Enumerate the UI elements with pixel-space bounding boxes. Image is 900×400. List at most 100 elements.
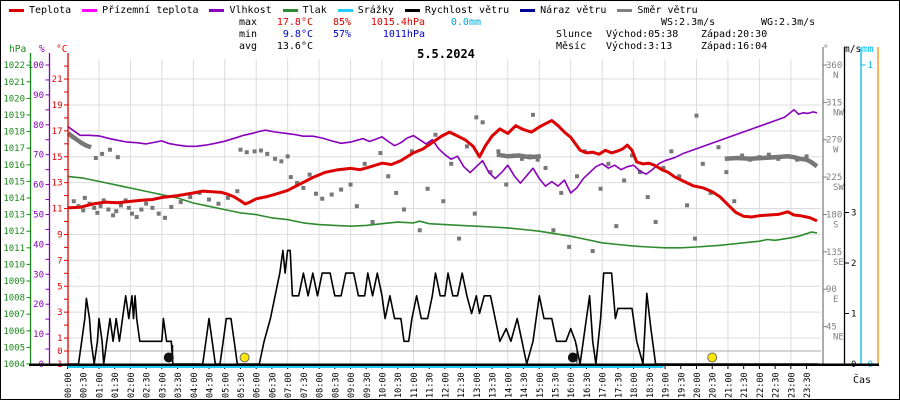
svg-text:S: S — [833, 220, 838, 230]
wind-direction-dot — [716, 145, 721, 150]
svg-text:1010: 1010 — [3, 260, 25, 270]
wind-direction-dot — [329, 192, 334, 197]
svg-text:180: 180 — [826, 210, 842, 220]
svg-text:1015: 1015 — [3, 177, 25, 187]
svg-text:17:30: 17:30 — [614, 372, 624, 398]
moon-stats-row: Měsíc Východ:3:13 Západ:16:04 — [556, 41, 815, 53]
wind-direction-dot — [766, 152, 771, 157]
svg-text:315: 315 — [826, 98, 842, 108]
wind-direction-dot — [107, 147, 112, 152]
wind-direction-dot — [288, 175, 293, 180]
legend-item-vlhkost: Vlhkost — [209, 5, 272, 16]
wind-direction-dot — [480, 120, 485, 125]
svg-text:1012: 1012 — [3, 227, 25, 237]
wind-direction-dot — [178, 200, 183, 205]
min-temp: 9.8°C — [282, 29, 313, 40]
wind-direction-dot — [708, 190, 713, 195]
svg-text:00:00: 00:00 — [64, 372, 74, 398]
min-label: min — [239, 29, 258, 40]
wind-direction-dot — [804, 154, 809, 159]
wind-direction-dot — [551, 228, 556, 233]
wind-direction-dot — [362, 161, 367, 166]
wind-direction-dot — [378, 151, 383, 156]
svg-text:11:00: 11:00 — [410, 372, 420, 398]
svg-text:Čas: Čas — [853, 373, 871, 386]
svg-text:1022: 1022 — [3, 61, 25, 71]
svg-text:70: 70 — [33, 151, 44, 161]
tlak-swatch — [282, 9, 298, 12]
wind-direction-dot — [244, 150, 249, 155]
svg-text:1009: 1009 — [3, 277, 25, 287]
svg-text:04:00: 04:00 — [190, 372, 200, 398]
wind-direction-dot — [71, 199, 76, 204]
svg-text:23:30: 23:30 — [803, 372, 813, 398]
series-vlhkost — [67, 109, 818, 194]
wind-direction-dot — [472, 211, 477, 216]
svg-text:225: 225 — [826, 173, 842, 183]
legend-item-tlak: Tlak — [282, 5, 327, 16]
wind-direction-dot — [216, 201, 221, 206]
svg-text:2: 2 — [851, 259, 856, 269]
svg-text:1005: 1005 — [3, 343, 25, 353]
wind-direction-dot — [637, 170, 642, 175]
wind-direction-dot — [207, 197, 212, 202]
svg-text:270: 270 — [826, 136, 842, 146]
svg-text:90: 90 — [826, 285, 837, 295]
wind-direction-dot — [402, 207, 407, 212]
sunset-time: Západ:20:30 — [701, 29, 768, 40]
wind-direction-dot — [409, 149, 414, 154]
wind-direction-dot — [348, 182, 353, 187]
svg-text:18:00: 18:00 — [630, 372, 640, 398]
wind-direction-dot — [95, 210, 100, 215]
wind-direction-dot — [543, 165, 548, 170]
svg-text:21: 21 — [52, 75, 63, 85]
svg-text:06:30: 06:30 — [268, 372, 278, 398]
svg-text:08:00: 08:00 — [316, 372, 326, 398]
wind-direction-dot — [700, 161, 705, 166]
wind-direction-dot — [732, 199, 737, 204]
wind-direction-dot — [661, 165, 666, 170]
wind-direction-dot — [496, 149, 501, 154]
wind-direction-dot — [225, 195, 230, 200]
svg-text:0: 0 — [57, 347, 62, 357]
moonrise-time: Východ:3:13 — [606, 41, 673, 52]
svg-text:m/s: m/s — [844, 44, 861, 55]
stats-left: max 17.8°C 85% 1015.4hPa 0.0mm min 9.8°C… — [239, 17, 481, 53]
wind-direction-dot — [535, 157, 540, 162]
stats-min-row: min 9.8°C 57% 1011hPa — [239, 29, 481, 41]
svg-text:9: 9 — [57, 230, 62, 240]
avg-label: avg — [239, 41, 258, 52]
svg-text:1: 1 — [868, 61, 873, 71]
rychlost-vetru-swatch — [404, 9, 420, 12]
svg-text:21:30: 21:30 — [740, 372, 750, 398]
wind-direction-dot — [630, 153, 635, 158]
wind-direction-dot — [653, 219, 658, 224]
wind-direction-dot — [100, 151, 105, 156]
naraz-vetru-label: Náraz větru — [540, 5, 607, 16]
wind-direction-dot — [115, 155, 120, 160]
vlhkost-swatch — [209, 9, 225, 12]
svg-text:%: % — [39, 44, 45, 55]
rychlost-vetru-label: Rychlost větru — [424, 5, 510, 16]
wind-direction-dot — [118, 203, 123, 208]
series-rychlost-v-tru — [67, 249, 819, 365]
svg-text:03:30: 03:30 — [174, 372, 184, 398]
wind-direction-dot — [162, 215, 167, 220]
wind-direction-dot — [590, 249, 595, 254]
svg-text:10: 10 — [33, 330, 44, 340]
wind-direction-dot — [417, 228, 422, 233]
wind-direction-dot — [519, 156, 524, 161]
svg-text:05:30: 05:30 — [237, 372, 247, 398]
svg-text:23:00: 23:00 — [787, 372, 797, 398]
wind-direction-dot — [724, 170, 729, 175]
wind-direction-dot — [134, 214, 139, 219]
svg-text:05:00: 05:00 — [221, 372, 231, 398]
legend-item-smer-vetru: Směr větru — [617, 5, 698, 16]
svg-text:11:30: 11:30 — [426, 372, 436, 398]
svg-text:16:00: 16:00 — [567, 372, 577, 398]
svg-text:02:30: 02:30 — [143, 372, 153, 398]
wind-direction-dot — [574, 174, 579, 179]
wind-direction-dot — [692, 236, 697, 241]
moonset-time: Západ:16:04 — [701, 41, 768, 52]
svg-text:07:30: 07:30 — [300, 372, 310, 398]
